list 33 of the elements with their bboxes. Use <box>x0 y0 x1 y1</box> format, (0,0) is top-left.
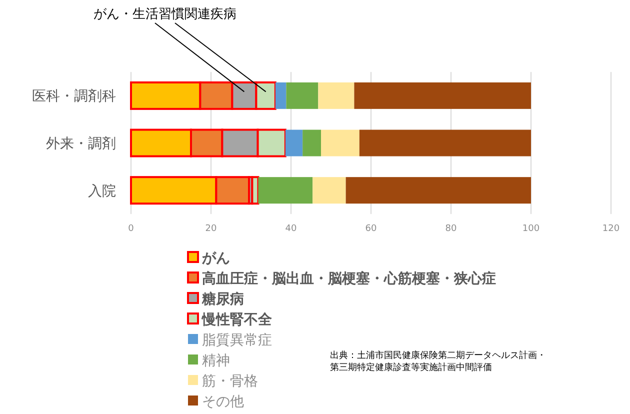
legend-label: 慢性腎不全 <box>201 312 273 328</box>
bar <box>258 177 313 204</box>
source-note: 出典：土浦市国民健康保険第二期データヘルス計画・ <box>330 350 546 361</box>
bar <box>318 82 354 109</box>
y-tick-label: 外来・調剤 <box>46 136 116 152</box>
legend-label: がん <box>201 250 230 266</box>
x-tick-label: 60 <box>365 224 377 234</box>
bar <box>359 130 531 156</box>
bar <box>275 82 286 109</box>
bar <box>321 130 360 156</box>
x-tick-label: 0 <box>128 224 134 234</box>
legend-label: 糖尿病 <box>201 290 244 308</box>
bar <box>286 82 318 109</box>
legend-label: 脂質異常症 <box>202 332 272 348</box>
x-tick-label: 120 <box>602 224 620 234</box>
bar <box>285 130 303 156</box>
bar <box>302 130 321 156</box>
legend-label: 精神 <box>202 353 230 369</box>
legend-label: 高血圧症・脳出血・脳梗塞・心筋梗塞・狭心症 <box>202 270 496 287</box>
x-tick-label: 80 <box>445 224 457 234</box>
y-tick-label: 入院 <box>88 183 116 200</box>
text: 第三期特定健康診査等実施計画中間評価 <box>330 362 492 373</box>
legend-label: その他 <box>202 394 244 410</box>
x-tick-label: 20 <box>205 224 217 234</box>
x-tick-label: 40 <box>285 224 297 234</box>
x-tick-label: 100 <box>522 224 540 234</box>
legend-label: 筋・骨格 <box>202 374 258 390</box>
text: がん・生活習慣関連疾病 <box>94 7 236 22</box>
bar <box>251 176 260 205</box>
bar <box>354 82 531 109</box>
bar <box>346 177 531 204</box>
y-tick-label: 医科・調剤科 <box>32 88 116 105</box>
bar <box>312 177 346 204</box>
